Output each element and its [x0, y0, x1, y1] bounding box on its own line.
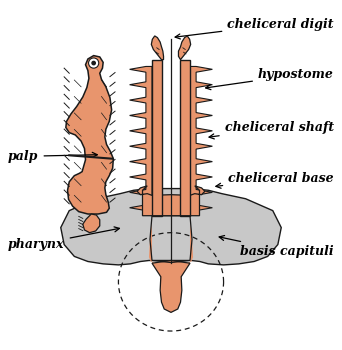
Polygon shape	[190, 66, 212, 211]
Text: cheliceral digit: cheliceral digit	[175, 18, 334, 39]
Ellipse shape	[91, 61, 96, 65]
Text: cheliceral shaft: cheliceral shaft	[209, 121, 334, 139]
Polygon shape	[66, 56, 113, 214]
Text: basis capituli: basis capituli	[219, 236, 334, 258]
Text: cheliceral base: cheliceral base	[216, 172, 334, 188]
Polygon shape	[152, 260, 190, 313]
Polygon shape	[83, 214, 100, 233]
Ellipse shape	[89, 58, 99, 68]
Polygon shape	[152, 60, 161, 216]
Polygon shape	[179, 36, 191, 60]
Text: palp: palp	[8, 150, 97, 163]
Polygon shape	[181, 60, 190, 216]
Polygon shape	[137, 186, 205, 216]
Polygon shape	[151, 36, 163, 60]
Polygon shape	[149, 209, 193, 263]
Polygon shape	[130, 66, 152, 211]
Text: hypostome: hypostome	[206, 69, 334, 90]
Text: pharynx: pharynx	[8, 227, 119, 251]
Polygon shape	[61, 189, 281, 265]
